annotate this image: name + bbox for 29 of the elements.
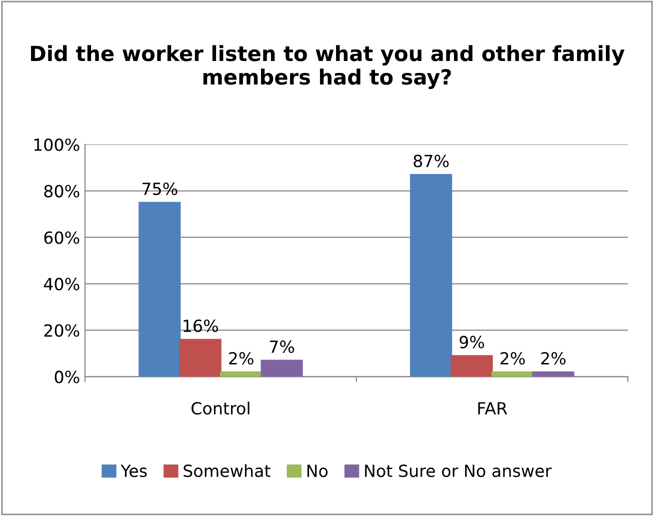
legend-label: Not Sure or No answer xyxy=(365,464,552,478)
bar xyxy=(410,174,452,377)
data-label: 9% xyxy=(460,336,484,348)
x-tick-label: FAR xyxy=(478,402,508,414)
data-label: 2% xyxy=(541,352,566,365)
legend-label: Somewhat xyxy=(184,464,270,478)
x-tick-label: Control xyxy=(192,402,250,415)
bar xyxy=(220,371,262,377)
data-label: 2% xyxy=(500,352,525,365)
data-label: 87% xyxy=(414,154,449,168)
y-tick-label: 100% xyxy=(34,138,80,152)
data-label: 75% xyxy=(142,182,178,196)
y-tick-label: 0% xyxy=(54,370,80,384)
chart-title: Did the worker listen to what you and other family members had to say? xyxy=(31,45,625,89)
legend-label: No xyxy=(307,464,328,478)
data-label: 2% xyxy=(229,352,254,365)
bar xyxy=(179,338,222,377)
y-tick-label: 80% xyxy=(44,184,80,198)
bar xyxy=(138,202,181,377)
y-tick-label: 20% xyxy=(44,324,80,337)
bar xyxy=(532,371,574,377)
bar xyxy=(450,355,493,377)
y-tick-label: 60% xyxy=(44,231,80,244)
bar xyxy=(491,371,534,377)
bar xyxy=(260,360,303,377)
legend-label: Yes xyxy=(120,464,147,478)
y-tick-label: 40% xyxy=(44,278,80,290)
data-label: 16% xyxy=(184,320,218,332)
data-label: 7% xyxy=(270,340,294,354)
